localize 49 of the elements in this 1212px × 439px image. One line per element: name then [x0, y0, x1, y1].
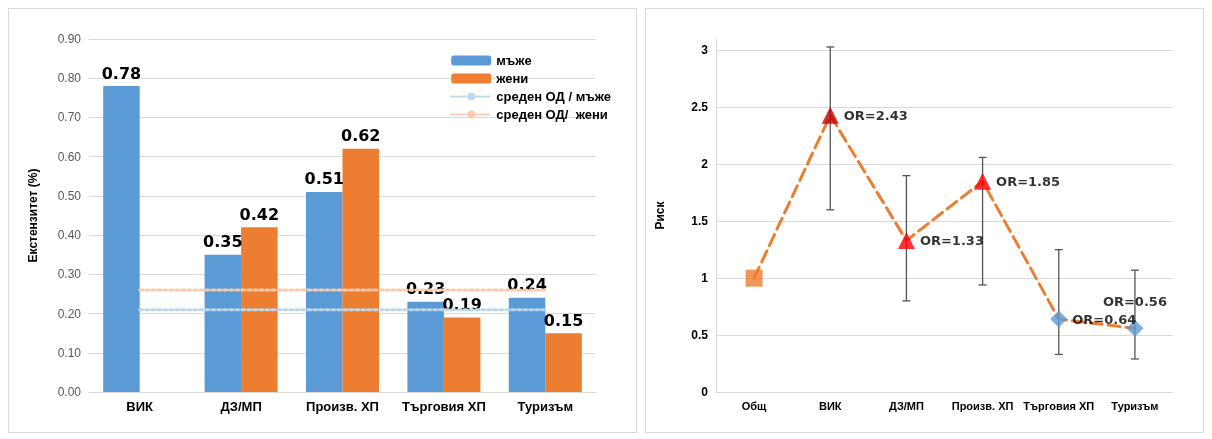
x-tick-label: ВИК: [126, 399, 154, 414]
x-tick-label: ДЗ/МП: [220, 399, 262, 414]
bar: [241, 227, 278, 392]
y-tick-label: 0.5: [691, 328, 709, 343]
legend-label: жени: [495, 71, 529, 86]
y-tick-label: 0.20: [57, 306, 82, 321]
y-tick-label: 0.40: [57, 228, 82, 243]
y-tick-label: 0.70: [57, 110, 82, 125]
bar: [204, 254, 242, 392]
y-axis-title: Екстензитет (%): [26, 168, 40, 263]
bar: [508, 297, 546, 392]
bar: [545, 333, 582, 392]
x-tick-label: Търговия ХП: [1023, 399, 1095, 412]
x-tick-label: ВИК: [818, 399, 842, 412]
x-tick-label: Произв. ХП: [306, 399, 379, 414]
y-tick-label: 0.30: [57, 267, 82, 282]
y-tick-label: 0.90: [57, 32, 82, 46]
y-tick-label: 0.80: [57, 71, 82, 86]
y-tick-label: 0.60: [57, 149, 82, 164]
x-tick-label: Туризъм: [517, 399, 574, 414]
legend-label: мъже: [496, 53, 532, 68]
data-label: 0.51: [304, 169, 344, 189]
x-tick-label: Туризъм: [1111, 399, 1159, 412]
y-axis-title: Риск: [653, 200, 667, 230]
y-tick-label: 2.5: [691, 100, 709, 115]
x-tick-label: Общ: [741, 399, 768, 412]
y-tick-label: 2: [701, 157, 709, 172]
bar: [407, 301, 444, 392]
legend-label: среден ОД/ жени: [496, 107, 608, 122]
legend-label: среден ОД / мъже: [496, 89, 612, 104]
bar: [443, 317, 481, 392]
bar: [306, 191, 343, 392]
x-tick-label: Търговия ХП: [402, 399, 486, 414]
y-tick-label: 1: [701, 271, 709, 286]
data-label: OR=2.43: [843, 107, 908, 123]
data-label: 0.42: [239, 204, 280, 224]
y-tick-label: 0.10: [57, 345, 82, 360]
bar: [103, 86, 140, 392]
data-label: 0.78: [101, 63, 142, 83]
y-tick-label: 3: [701, 43, 709, 58]
y-tick-label: 0.00: [57, 385, 82, 399]
y-tick-label: 1.5: [691, 214, 709, 229]
data-label: 0.62: [341, 126, 381, 146]
x-tick-label: Произв. ХП: [951, 399, 1014, 412]
x-tick-label: ДЗ/МП: [888, 399, 924, 412]
data-label: OR=1.85: [996, 173, 1061, 189]
bar: [342, 148, 379, 392]
y-tick-label: 0.50: [57, 188, 82, 203]
y-tick-label: 0: [701, 385, 709, 399]
